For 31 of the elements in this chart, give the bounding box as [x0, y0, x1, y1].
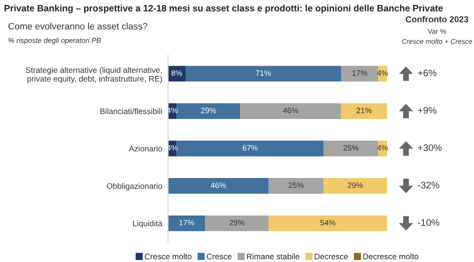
legend-label: Cresce molto: [144, 253, 192, 260]
bar: [341, 103, 387, 119]
bar: [323, 178, 387, 194]
bar: [341, 66, 378, 82]
y-tick-label: Bilanciati/flessibili: [100, 108, 162, 114]
y-tick-label: Obbligazionario: [106, 182, 162, 190]
bar: [176, 140, 324, 156]
bar: [186, 66, 342, 82]
text: Confronto 2023: [406, 16, 468, 22]
text: Come evolveranno le asset class?: [8, 22, 148, 30]
bar: [168, 178, 269, 194]
text: +9%: [418, 106, 436, 114]
chart-title: Private Banking – prospettive a 12-18 mesi su asset class e prodotti: le opinioni delle Banche Private: [4, 4, 443, 14]
y-tick-label: Azionario: [128, 146, 162, 152]
bar: [240, 103, 342, 119]
y-tick-label: Liquidità: [133, 220, 162, 228]
y-tick-label: Strategie alternative (liquid alternative, private equity, debt, infrastrutture, RE): [26, 67, 162, 84]
legend-label: Decresce: [314, 254, 348, 260]
text: +6%: [418, 70, 436, 76]
legend-label: Decresce molto: [363, 253, 418, 260]
bar: [176, 103, 240, 119]
bar: [268, 178, 324, 194]
legend-label: Rimane stabile: [247, 253, 300, 260]
bar: [268, 215, 387, 232]
text: -32%: [418, 182, 440, 188]
bar: [168, 215, 206, 232]
text: +30%: [418, 144, 442, 152]
bar: [323, 140, 378, 156]
legend-label: Cresce: [206, 254, 232, 260]
bar: [205, 215, 269, 232]
text: -10%: [418, 219, 440, 226]
